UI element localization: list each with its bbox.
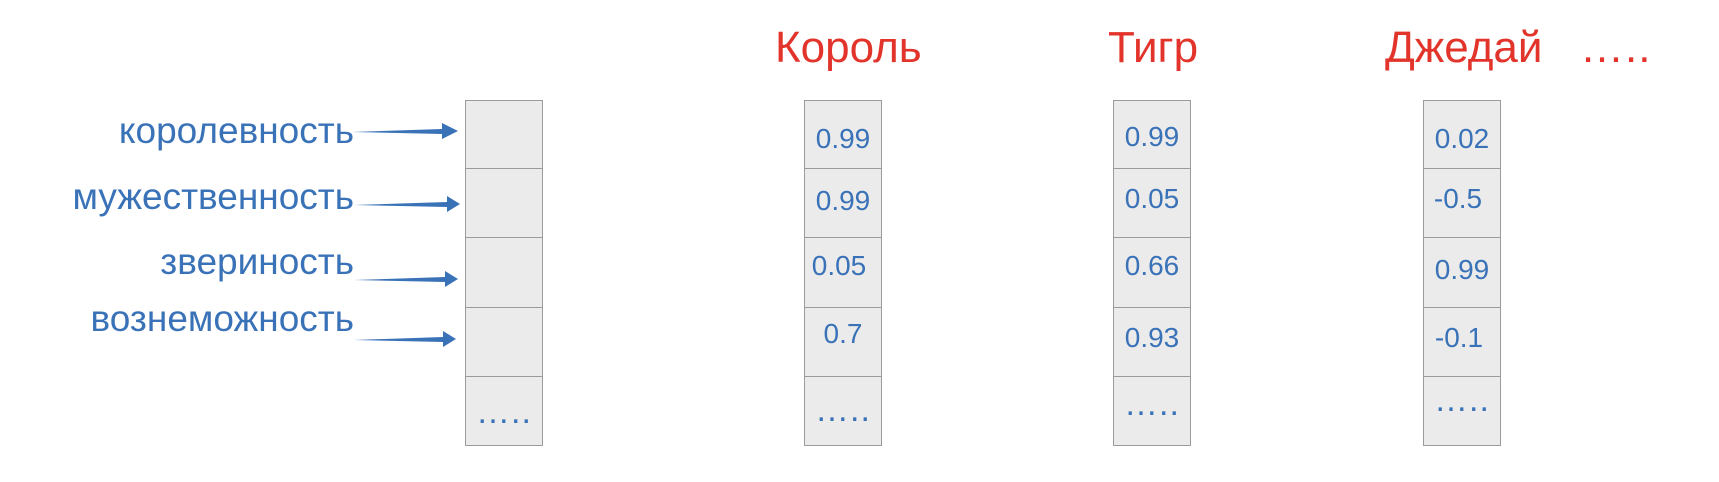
vector-value-cell: ….. — [1423, 376, 1501, 446]
word-vector-jedi: 0.02 -0.5 0.99 -0.1 ….. — [1423, 100, 1501, 446]
feature-vector-cell — [465, 238, 543, 308]
word-vector-king: 0.99 0.99 0.05 0.7 ….. — [804, 100, 882, 446]
vector-value: 0.02 — [1434, 123, 1490, 154]
feature-vector-cell: ….. — [465, 376, 543, 446]
vector-value: 0.99 — [815, 185, 871, 217]
arrow-right-icon — [354, 271, 458, 287]
feature-label-possibility: вознеможность — [90, 298, 354, 339]
vector-value: -0.1 — [1434, 321, 1484, 353]
vector-value: 0.7 — [823, 317, 863, 349]
vector-value: 0.66 — [1124, 250, 1180, 282]
vector-value: 0.93 — [1124, 321, 1180, 353]
vector-value: 0.99 — [815, 123, 871, 154]
arrow-right-icon — [354, 331, 456, 347]
vector-value-cell: 0.99 — [804, 169, 882, 239]
ellipsis: ….. — [815, 390, 871, 429]
feature-label-animality: звериность — [160, 241, 354, 282]
vector-value-cell: ….. — [804, 376, 882, 446]
vector-value: 0.99 — [1124, 121, 1180, 152]
vector-value: -0.5 — [1433, 183, 1483, 215]
vector-value-cell: 0.05 — [1113, 169, 1191, 239]
arrow-right-icon — [354, 196, 460, 212]
arrow-right-icon — [352, 123, 458, 139]
feature-vector-cell — [465, 307, 543, 377]
vector-value: 0.99 — [1434, 254, 1490, 286]
ellipsis: ….. — [1434, 380, 1490, 419]
vector-value-cell: 0.93 — [1113, 307, 1191, 377]
feature-vector-cell — [465, 100, 543, 170]
feature-label-royalty: королевность — [118, 110, 354, 151]
vector-value-cell: 0.05 — [804, 238, 882, 308]
word-title-tiger: Тигр — [1108, 23, 1199, 72]
vector-value-cell: 0.7 — [804, 307, 882, 377]
word-title-jedi: Джедай — [1385, 23, 1543, 72]
word-title-king: Король — [775, 23, 922, 72]
vector-value-cell: 0.99 — [1423, 238, 1501, 308]
feature-label-masculinity: мужественность — [72, 176, 354, 217]
more-words-ellipsis: ….. — [1580, 23, 1652, 72]
vector-value-cell: 0.99 — [1113, 100, 1191, 170]
vector-value-cell: -0.5 — [1423, 169, 1501, 239]
ellipsis: ….. — [1124, 384, 1180, 423]
ellipsis: ….. — [476, 392, 532, 431]
feature-vector: ….. — [465, 100, 543, 446]
vector-value-cell: 0.66 — [1113, 238, 1191, 308]
vector-value-cell: 0.02 — [1423, 100, 1501, 170]
feature-vector-cell — [465, 169, 543, 239]
vector-value-cell: -0.1 — [1423, 307, 1501, 377]
vector-value: 0.05 — [811, 250, 867, 282]
word-vector-tiger: 0.99 0.05 0.66 0.93 ….. — [1113, 100, 1191, 446]
vector-value-cell: ….. — [1113, 376, 1191, 446]
vector-value-cell: 0.99 — [804, 100, 882, 170]
vector-value: 0.05 — [1124, 183, 1180, 215]
